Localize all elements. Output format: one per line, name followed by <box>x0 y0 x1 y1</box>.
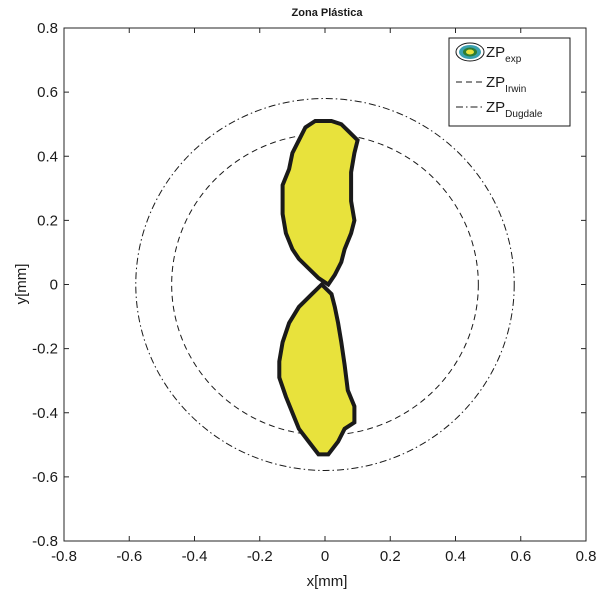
legend-label-exp: ZPexp <box>486 44 522 65</box>
x-tick-label: -0.8 <box>51 548 77 565</box>
x-tick-label: 0.2 <box>380 548 401 565</box>
legend-label-dugdale: ZPDugdale <box>486 99 543 120</box>
y-tick-label: 0.4 <box>37 148 58 165</box>
plot-content <box>135 98 515 471</box>
x-tick-label: 0 <box>321 548 329 565</box>
legend-icon-core <box>466 49 474 55</box>
y-tick-label: -0.6 <box>32 469 58 486</box>
x-tick-label: 0.6 <box>510 548 531 565</box>
series-dugdale-circle <box>135 98 515 471</box>
plot-area <box>63 27 587 542</box>
x-tick-label: 0.8 <box>576 548 597 565</box>
plastic-zone-upper-lobe <box>280 119 360 288</box>
legend-swatch-contour-icon <box>455 42 485 62</box>
legend-item-irwin: ZPIrwin <box>456 74 526 95</box>
y-tick-label: -0.4 <box>32 405 58 422</box>
chart-title: Zona Plástica <box>292 7 364 19</box>
legend: ZPexp ZPIrwin ZPDugdale <box>448 37 571 127</box>
x-tick-label: -0.4 <box>182 548 208 565</box>
y-tick-label: -0.8 <box>32 533 58 550</box>
y-tick-label: 0 <box>50 277 58 294</box>
plastic-zone-lower-lobe <box>277 281 357 457</box>
series-irwin-circle <box>171 133 479 436</box>
legend-item-dugdale: ZPDugdale <box>456 99 543 120</box>
legend-item-exp: ZPexp <box>455 42 522 65</box>
y-tick-label: 0.6 <box>37 84 58 101</box>
x-tick-label: -0.6 <box>116 548 142 565</box>
axis-ticks: -0.8 -0.6 -0.4 -0.2 0 0.2 0.4 0.6 0.8 -0.8 -0.6 -0.… <box>32 20 596 565</box>
legend-label-irwin: ZPIrwin <box>486 74 526 95</box>
y-tick-label: 0.2 <box>37 212 58 229</box>
x-axis-label: x[mm] <box>307 573 348 590</box>
y-axis-label: y[mm] <box>13 264 30 305</box>
x-tick-label: 0.4 <box>445 548 466 565</box>
x-tick-label: -0.2 <box>247 548 273 565</box>
y-tick-label: -0.2 <box>32 341 58 358</box>
y-tick-label: 0.8 <box>37 20 58 37</box>
